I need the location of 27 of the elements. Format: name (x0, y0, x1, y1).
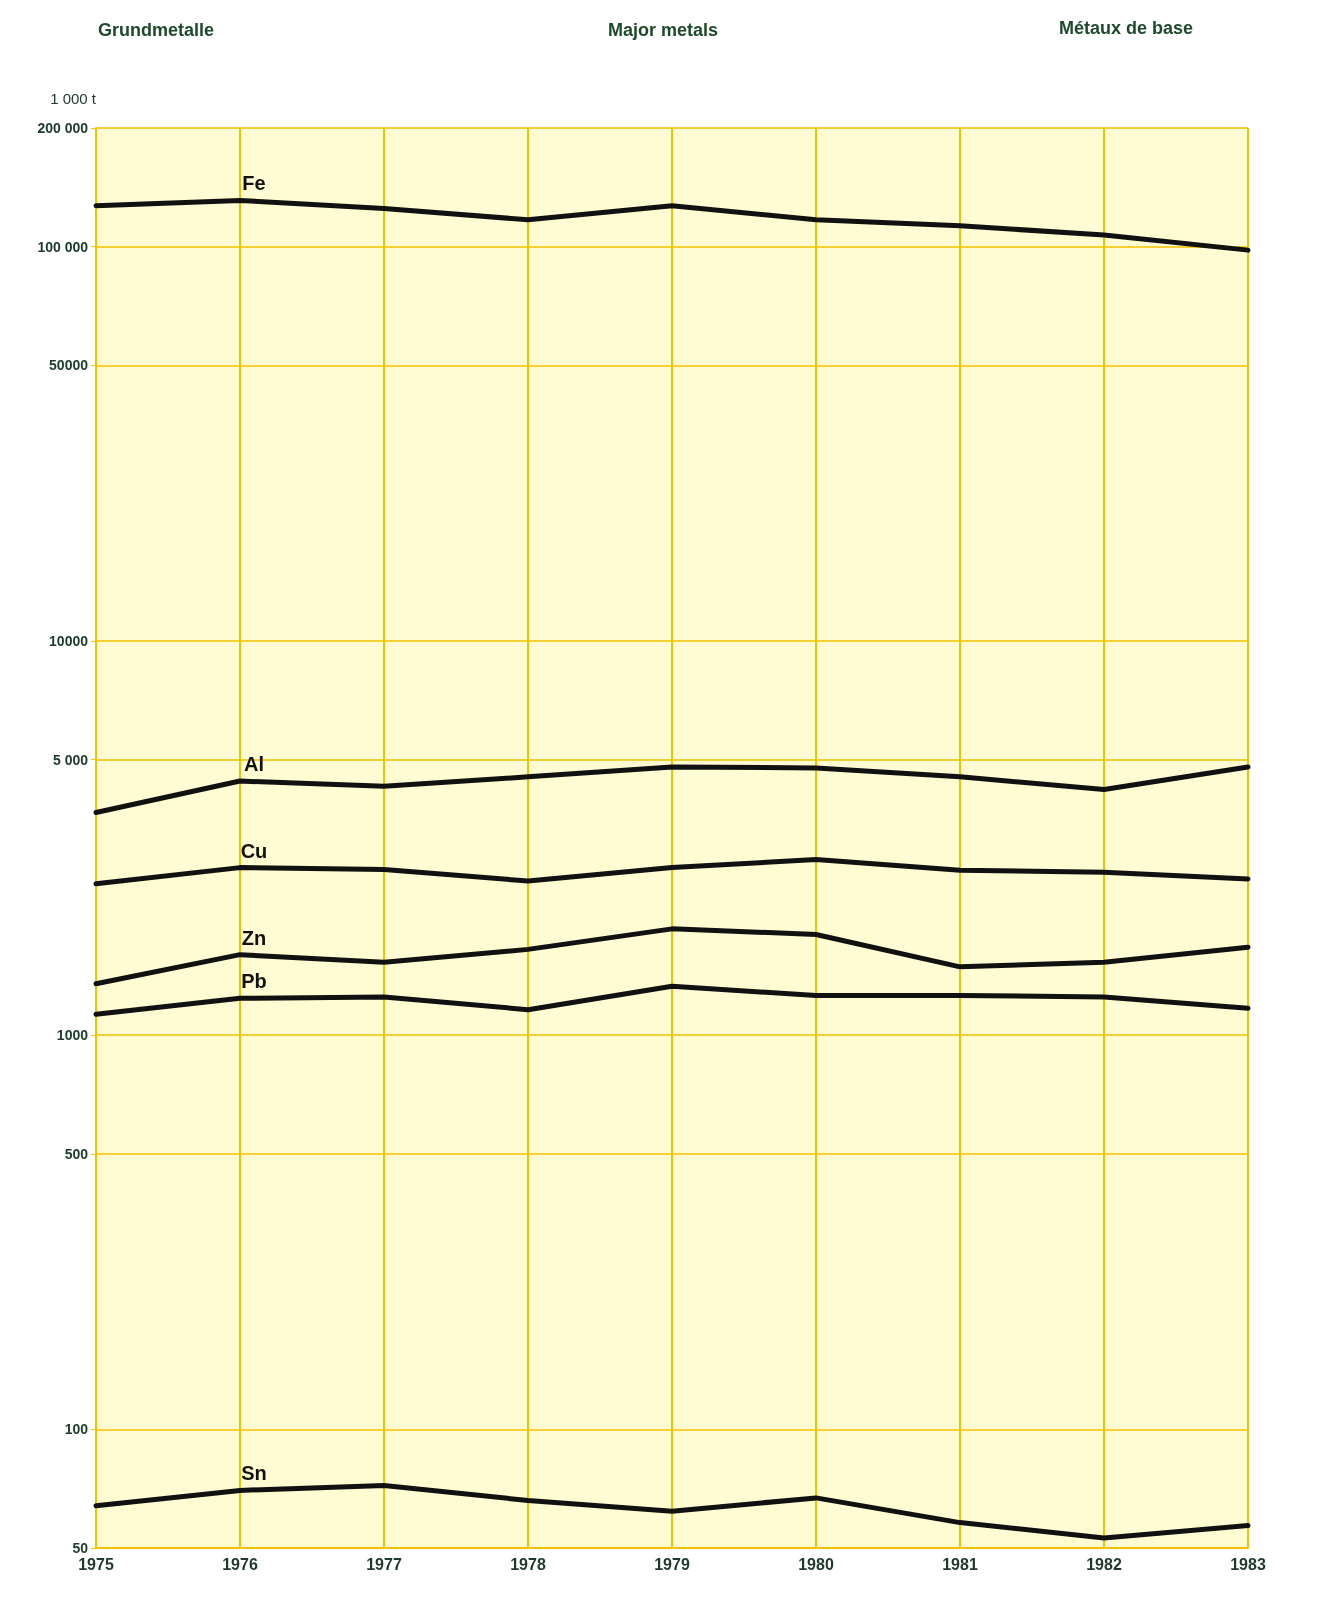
series-label: Sn (241, 1462, 267, 1485)
x-tick-label: 1980 (798, 1555, 834, 1573)
y-tick-label: 100 000 (37, 238, 89, 255)
y-tick-label: 1000 (56, 1027, 89, 1044)
x-tick-label: 1976 (222, 1555, 258, 1573)
text: Grundmetalle (98, 20, 215, 40)
x-tick-label: 1978 (510, 1555, 546, 1573)
series-label: Cu (240, 839, 268, 862)
y-tick-label: 200 000 (37, 120, 89, 136)
series-label: Pb (241, 970, 267, 993)
x-tick-label: 1979 (654, 1555, 690, 1573)
y-axis-title: 1 000 t (50, 90, 97, 107)
x-tick-label: 1977 (366, 1555, 402, 1573)
series-label: Fe (242, 172, 266, 195)
y-tick-label: 100 (64, 1421, 89, 1438)
y-tick-label: 50 (72, 1540, 89, 1556)
x-tick-label: 1982 (1086, 1555, 1122, 1573)
y-tick-label: 5 000 (52, 751, 89, 768)
x-tick-label: 1981 (942, 1555, 978, 1573)
y-tick-label: 10000 (49, 632, 89, 649)
text: Métaux de base (1058, 18, 1194, 38)
y-tick-label: 50000 (49, 357, 89, 374)
series-label: Zn (241, 926, 267, 949)
x-tick-label: 1983 (1230, 1555, 1266, 1573)
y-tick-label: 500 (64, 1145, 89, 1162)
x-tick-label: 1975 (78, 1555, 114, 1573)
chart-title: Major metals (607, 20, 719, 40)
